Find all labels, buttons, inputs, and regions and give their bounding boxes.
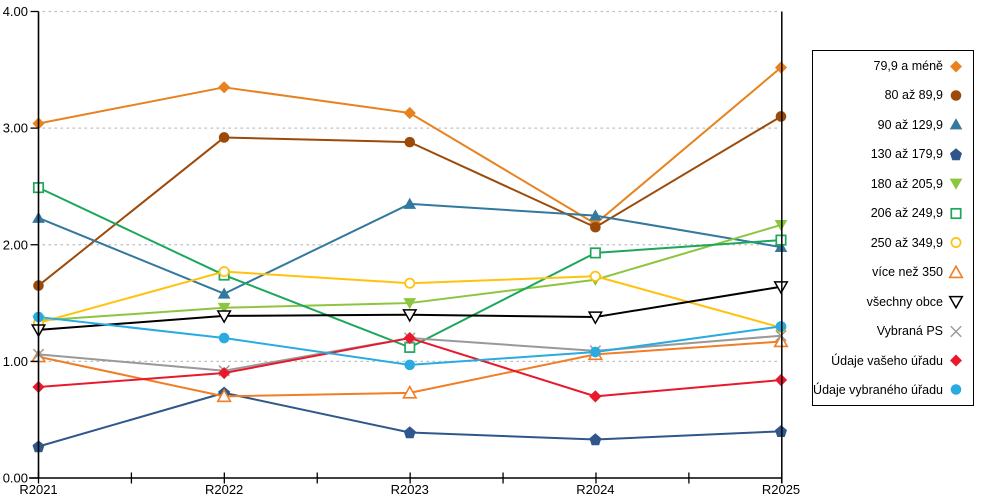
circle-marker	[404, 359, 416, 371]
series-3	[32, 386, 787, 453]
legend-label: všechny obce	[866, 294, 943, 309]
diamond-legend-marker-icon	[950, 354, 962, 367]
triangle-up-marker	[216, 388, 232, 403]
pentagon-marker	[589, 433, 602, 446]
triangle-down-marker	[216, 310, 232, 324]
circle-marker	[775, 111, 787, 122]
triangle-down-legend-marker-icon	[948, 295, 964, 310]
legend-item: Údaje vašeho úřadu	[819, 353, 964, 369]
legend-label: 80 až 89,9	[884, 88, 943, 103]
x-axis-label: R2024	[576, 482, 614, 497]
x-axis-label: R2022	[205, 482, 243, 497]
circle-legend-marker-icon	[950, 90, 962, 101]
triangle-down-marker	[774, 220, 788, 232]
square-marker	[775, 234, 787, 246]
triangle-up-marker	[402, 385, 418, 399]
circle-marker	[218, 332, 230, 344]
diamond-marker	[403, 331, 416, 345]
circle-marker	[404, 277, 416, 289]
circle-marker	[589, 270, 601, 282]
legend-label: 130 až 179,9	[870, 147, 943, 162]
circle-marker	[775, 321, 787, 332]
circle-marker	[590, 221, 601, 233]
y-axis-label: 1.00	[3, 354, 28, 369]
legend-label: Údaje vašeho úřadu	[831, 353, 943, 368]
legend-label: Vybraná PS	[876, 324, 943, 339]
circle-marker	[404, 136, 416, 148]
series-8	[30, 281, 789, 338]
legend-item: Údaje vybraného úřadu	[813, 382, 964, 398]
legend-item: 180 až 205,9	[819, 176, 964, 192]
series-line	[38, 391, 782, 448]
series-line	[38, 186, 782, 349]
legend-label: více než 350	[872, 265, 943, 280]
triangle-down-marker	[587, 311, 603, 325]
legend-item: 79,9 a méně	[819, 58, 964, 74]
diamond-marker	[774, 61, 788, 74]
legend-label: 79,9 a méně	[873, 59, 944, 73]
diamond-legend-marker-icon	[950, 60, 962, 72]
triangle-up-legend-marker-icon	[949, 118, 963, 130]
triangle-up-legend-marker-icon	[948, 264, 964, 278]
y-axis-label: 2.00	[3, 237, 28, 252]
diamond-marker	[218, 81, 231, 94]
triangle-up-marker	[403, 197, 417, 209]
legend-label: 180 až 205,9	[870, 176, 943, 191]
circle-marker	[218, 132, 230, 143]
legend-label: 206 až 249,9	[870, 206, 943, 221]
x-axis-label: R2021	[19, 482, 57, 497]
triangle-down-marker	[403, 298, 417, 310]
circle-legend-marker-icon	[950, 384, 962, 396]
legend-item: více než 350	[819, 264, 964, 280]
triangle-up-marker	[217, 287, 231, 299]
y-axis-label: 0.00	[3, 471, 28, 486]
square-legend-marker-icon	[950, 207, 962, 219]
diamond-marker	[218, 366, 231, 380]
circle-marker	[590, 346, 601, 358]
legend-item: 250 až 349,9	[819, 235, 964, 251]
legend-label: 250 až 349,9	[870, 235, 943, 250]
legend-label: 90 až 129,9	[877, 117, 943, 132]
triangle-up-marker	[589, 209, 602, 221]
triangle-down-marker	[217, 302, 231, 314]
x-legend-marker-icon	[950, 325, 962, 337]
triangle-down-legend-marker-icon	[949, 178, 963, 191]
diamond-marker	[589, 390, 602, 403]
y-axis-label: 3.00	[3, 121, 28, 136]
x-axis-label: R2023	[391, 482, 429, 497]
triangle-up-marker	[774, 240, 788, 252]
legend-item: 80 až 89,9	[819, 87, 964, 103]
diamond-marker	[403, 106, 416, 120]
pentagon-legend-marker-icon	[950, 148, 962, 161]
triangle-down-marker	[773, 281, 789, 295]
triangle-down-marker	[402, 309, 418, 323]
legend-item: 90 až 129,9	[819, 117, 964, 133]
circle-marker	[218, 266, 230, 278]
series-11	[33, 311, 787, 371]
x-axis-label: R2025	[762, 482, 800, 497]
legend-item: Vybraná PS	[819, 323, 964, 339]
y-axis-label: 4.00	[3, 4, 28, 19]
pentagon-marker	[403, 426, 416, 439]
legend-item: 206 až 249,9	[819, 205, 964, 221]
legend-label: Údaje vybraného úřadu	[813, 382, 943, 397]
square-marker	[589, 247, 601, 259]
legend-item: všechny obce	[819, 294, 964, 310]
circle-legend-marker-icon	[950, 237, 962, 249]
pentagon-marker	[775, 425, 787, 438]
x-marker	[775, 330, 787, 342]
legend-item: 130 až 179,9	[819, 146, 964, 162]
legend: 79,9 a méně 80 až 89,9 90 až 129,9 130 až 1…	[812, 50, 974, 406]
diamond-marker	[774, 373, 788, 387]
triangle-up-marker	[773, 333, 789, 348]
